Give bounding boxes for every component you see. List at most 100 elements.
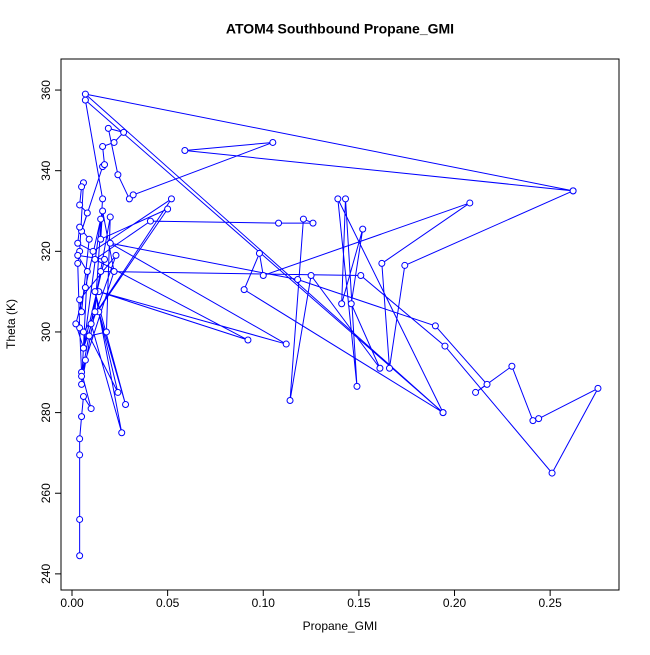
data-point [569, 187, 577, 195]
data-point [120, 128, 128, 136]
data-point [76, 552, 84, 560]
data-point [401, 261, 409, 269]
data-point [112, 251, 120, 259]
data-point [376, 364, 384, 372]
data-point [81, 96, 89, 104]
x-tick-label: 0.05 [156, 596, 180, 610]
data-point [548, 469, 556, 477]
x-tick-label: 0.15 [347, 596, 371, 610]
data-point [275, 219, 283, 227]
plot-box [60, 58, 620, 591]
data-point [78, 183, 86, 191]
data-point [535, 415, 543, 423]
data-point [76, 435, 84, 443]
data-point [385, 364, 393, 372]
data-point [110, 138, 118, 146]
data-point [529, 417, 537, 425]
data-point [99, 142, 107, 150]
data-point [74, 259, 82, 267]
data-point [76, 451, 84, 459]
y-tick-label: 300 [39, 322, 53, 342]
data-point [118, 429, 126, 437]
data-point [79, 328, 87, 336]
data-point [114, 388, 122, 396]
data-point [91, 255, 99, 263]
data-point [76, 223, 84, 231]
data-point [259, 272, 267, 280]
data-point [78, 413, 86, 421]
data-point [91, 308, 99, 316]
y-axis-label: Theta (K) [4, 299, 18, 349]
data-point [76, 201, 84, 209]
data-point [181, 147, 189, 155]
data-point [78, 380, 86, 388]
data-point [309, 219, 317, 227]
data-point [129, 191, 137, 199]
y-tick-label: 260 [39, 483, 53, 503]
data-point [378, 259, 386, 267]
y-tick-label: 360 [39, 80, 53, 100]
data-point [357, 272, 365, 280]
data-point [286, 397, 294, 405]
data-point [97, 215, 105, 223]
data-point [78, 372, 86, 380]
data-point [99, 207, 107, 215]
chart-title: ATOM4 Southbound Propane_GMI [226, 21, 454, 37]
data-point [87, 320, 95, 328]
data-point [167, 195, 175, 203]
data-point [508, 362, 516, 370]
data-point [483, 380, 491, 388]
data-point [76, 296, 84, 304]
data-point [85, 235, 93, 243]
data-point [81, 356, 89, 364]
data-point [164, 205, 172, 213]
data-point [78, 308, 86, 316]
data-point [101, 161, 109, 169]
data-point [110, 267, 118, 275]
data-point [99, 195, 107, 203]
x-tick-label: 0.00 [60, 596, 84, 610]
data-point [431, 322, 439, 330]
data-point [146, 217, 154, 225]
data-point [83, 209, 91, 217]
data-point [269, 138, 277, 146]
data-point [104, 124, 112, 132]
data-point [85, 332, 93, 340]
data-point [472, 388, 480, 396]
data-point [106, 213, 114, 221]
data-point [439, 409, 447, 417]
data-point [299, 215, 307, 223]
data-point [76, 515, 84, 523]
data-point [282, 340, 290, 348]
data-point [334, 195, 342, 203]
data-point [74, 239, 82, 247]
y-tick-label: 320 [39, 241, 53, 261]
y-tick-label: 280 [39, 402, 53, 422]
data-point [91, 288, 99, 296]
x-tick-label: 0.10 [252, 596, 276, 610]
data-point [114, 171, 122, 179]
data-point [101, 255, 109, 263]
data-point [353, 382, 361, 390]
data-point [87, 405, 95, 413]
data-point [79, 344, 87, 352]
data-point [74, 251, 82, 259]
data-point [338, 300, 346, 308]
data-point [244, 336, 252, 344]
data-point [240, 286, 248, 294]
data-point [122, 401, 130, 409]
data-point [466, 199, 474, 207]
data-point [341, 195, 349, 203]
data-point [97, 235, 105, 243]
data-point [347, 300, 355, 308]
data-point [359, 225, 367, 233]
data-point [83, 267, 91, 275]
x-axis-label: Propane_GMI [303, 619, 378, 633]
data-point [79, 392, 87, 400]
data-point [81, 284, 89, 292]
data-point [102, 328, 110, 336]
y-tick-label: 240 [39, 564, 53, 584]
data-point [307, 272, 315, 280]
x-tick-label: 0.20 [443, 596, 467, 610]
